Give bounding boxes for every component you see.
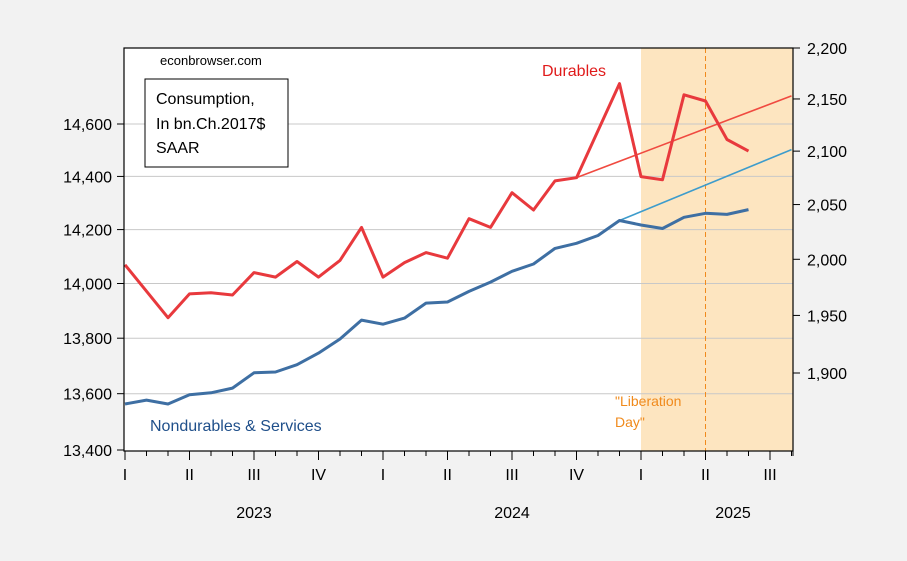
right-axis-tick-label: 2,150 xyxy=(807,92,847,109)
x-axis-quarter-label: I xyxy=(639,467,643,484)
right-axis-tick-label: 2,200 xyxy=(807,41,847,58)
plot-frame xyxy=(123,47,794,452)
x-axis-quarter-label: II xyxy=(443,467,452,484)
x-axis-year-label: 2025 xyxy=(715,505,751,522)
x-axis-quarter-label: III xyxy=(505,467,518,484)
durables-line xyxy=(123,82,750,320)
right-axis-tick-label: 2,050 xyxy=(807,198,847,215)
source-label: econbrowser.com xyxy=(160,53,262,68)
right-axis-tick-label: 2,100 xyxy=(807,144,847,161)
x-axis-quarter-label: II xyxy=(185,467,194,484)
x-axis-quarter-label: IV xyxy=(569,467,584,484)
x-axis-year-label: 2023 xyxy=(236,505,272,522)
left-axis-tick-label: 14,600 xyxy=(63,117,112,134)
x-axis-quarter-label: III xyxy=(763,467,776,484)
left-axis-tick-label: 13,800 xyxy=(63,331,112,348)
x-axis-quarter-label: I xyxy=(123,467,127,484)
left-axis-tick-label: 14,400 xyxy=(63,169,112,186)
left-axis-tick-label: 14,200 xyxy=(63,223,112,240)
liberation-day-annotation-2: Day" xyxy=(615,414,645,430)
note-line-3: SAAR xyxy=(156,140,200,157)
x-axis-quarter-label: IV xyxy=(311,467,326,484)
right-axis-tick-label: 1,950 xyxy=(807,308,847,325)
left-axis-tick-label: 13,400 xyxy=(63,443,112,460)
note-box xyxy=(144,78,289,168)
durables-label: Durables xyxy=(542,63,606,80)
x-axis-year-label: 2024 xyxy=(494,505,530,522)
left-axis-tick-label: 13,600 xyxy=(63,387,112,404)
shaded-region xyxy=(641,48,793,451)
x-axis-quarter-label: I xyxy=(381,467,385,484)
note-line-2: In bn.Ch.2017$ xyxy=(156,116,266,133)
x-axis-quarter-label: II xyxy=(701,467,710,484)
durables-trend-line xyxy=(576,95,792,179)
liberation-day-annotation-1: "Liberation xyxy=(615,393,681,409)
x-axis-quarter-label: III xyxy=(247,467,260,484)
right-axis-tick-label: 2,000 xyxy=(807,252,847,269)
note-line-1: Consumption, xyxy=(156,91,255,108)
right-axis-tick-label: 1,900 xyxy=(807,366,847,383)
left-axis-tick-label: 14,000 xyxy=(63,277,112,294)
nondurables-label: Nondurables & Services xyxy=(150,418,322,435)
nondurables-services-trend-line xyxy=(619,148,792,222)
nondurables-services-line xyxy=(124,208,749,406)
